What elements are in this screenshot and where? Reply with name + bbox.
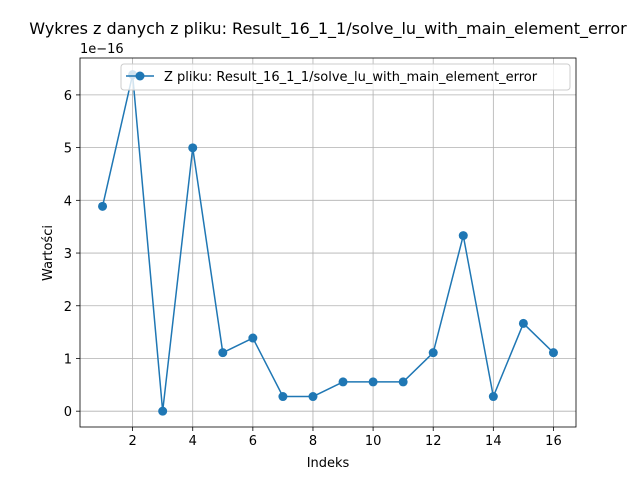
y-axis-ticks: 0 1 2 3 4 5 6 — [64, 89, 80, 420]
y-tick-label: 1 — [64, 352, 72, 367]
x-tick-label: 14 — [485, 434, 502, 449]
data-point — [488, 392, 498, 402]
legend-label: Z pliku: Result_16_1_1/solve_lu_with_mai… — [164, 70, 538, 85]
legend: Z pliku: Result_16_1_1/solve_lu_with_mai… — [120, 63, 571, 91]
data-point — [398, 377, 408, 387]
y-tick-label: 0 — [64, 405, 72, 420]
data-point — [548, 348, 558, 358]
series-group — [98, 70, 558, 416]
data-point — [458, 231, 468, 241]
y-tick-label: 4 — [64, 194, 72, 209]
series-line — [101, 73, 554, 412]
data-point — [248, 333, 258, 343]
x-tick-label: 8 — [309, 434, 317, 449]
data-point — [158, 406, 168, 416]
x-axis-label: Indeks — [307, 456, 350, 471]
data-point — [338, 377, 348, 387]
x-tick-label: 16 — [545, 434, 562, 449]
y-offset-label: 1e−16 — [80, 42, 124, 57]
y-tick-label: 5 — [64, 142, 72, 157]
legend-box — [120, 63, 571, 91]
y-tick-label: 3 — [64, 247, 72, 262]
x-tick-label: 6 — [249, 434, 257, 449]
x-tick-label: 4 — [189, 434, 197, 449]
y-tick-label: 2 — [64, 300, 72, 315]
data-point — [278, 392, 288, 402]
legend-marker — [135, 71, 145, 81]
plot-frame — [79, 57, 577, 428]
data-point — [308, 392, 318, 402]
x-tick-label: 2 — [128, 434, 136, 449]
data-point — [218, 348, 228, 358]
x-tick-label: 12 — [425, 434, 442, 449]
axes — [79, 57, 577, 428]
data-point — [518, 318, 528, 328]
chart-title: Wykres z danych z pliku: Result_16_1_1/s… — [29, 19, 627, 39]
y-axis-label: Wartości — [41, 225, 56, 281]
x-tick-label: 10 — [365, 434, 382, 449]
data-point — [98, 201, 108, 211]
x-axis-ticks: 2 4 6 8 10 12 14 16 — [128, 427, 562, 449]
data-point — [188, 143, 198, 153]
y-tick-label: 6 — [64, 89, 72, 104]
data-point — [368, 377, 378, 387]
data-point — [428, 348, 438, 358]
